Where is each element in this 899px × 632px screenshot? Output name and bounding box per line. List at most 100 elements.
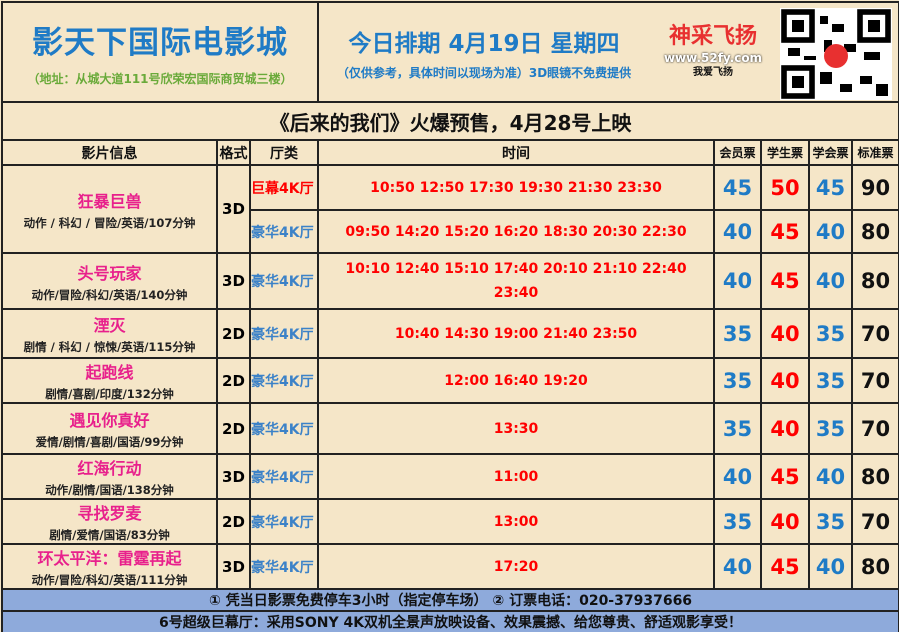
film-details: 动作/冒险/科幻/英语/111分钟 bbox=[31, 573, 188, 587]
film-title: 头号玩家 bbox=[77, 263, 142, 283]
col-time: 时间 bbox=[317, 139, 716, 166]
showtimes: 13:30 bbox=[317, 402, 716, 455]
price-society: 45 bbox=[808, 164, 854, 211]
price-society: 40 bbox=[808, 543, 854, 590]
film-format: 2D bbox=[216, 357, 251, 404]
price-society: 35 bbox=[808, 308, 854, 359]
showtimes: 10:50 12:50 17:30 19:30 21:30 23:30 bbox=[317, 164, 716, 211]
price-society: 35 bbox=[808, 402, 854, 455]
schedule-note: （仅供参考，具体时间以现场为准）3D眼镜不免费提供 bbox=[336, 65, 632, 80]
film-title: 红海行动 bbox=[77, 459, 142, 478]
price-student: 40 bbox=[760, 308, 811, 359]
film-info: 湮灭 剧情 / 科幻 / 惊悚/英语/115分钟 bbox=[1, 308, 218, 359]
price-member: 35 bbox=[713, 308, 763, 359]
showtimes: 12:00 16:40 19:20 bbox=[317, 357, 716, 404]
col-student: 学生票 bbox=[760, 139, 811, 166]
price-standard: 70 bbox=[851, 357, 899, 404]
price-standard: 70 bbox=[851, 498, 899, 545]
col-format: 格式 bbox=[216, 139, 251, 166]
price-society: 40 bbox=[808, 209, 854, 254]
film-format: 2D bbox=[216, 308, 251, 359]
film-info: 遇见你真好爱情/剧情/喜剧/国语/99分钟 bbox=[1, 402, 218, 455]
film-details: 剧情/爱情/国语/83分钟 bbox=[49, 528, 170, 542]
watermark-logo: 神采飞扬 www.52fy.com 我爱飞扬 bbox=[653, 24, 773, 80]
film-info: 头号玩家动作/冒险/科幻/英语/140分钟 bbox=[1, 252, 218, 310]
price-student: 40 bbox=[760, 357, 811, 404]
price-student: 40 bbox=[760, 498, 811, 545]
cinema-header: 影天下国际电影城 （地址：从城大道111号欣荣宏国际商贸城三楼） bbox=[0, 1, 320, 103]
table-row: 遇见你真好 爱情/剧情/喜剧/国语/99分钟 2D 豪华4K厅 13:30 35 … bbox=[1, 402, 899, 455]
film-info: 红海行动动作/剧情/国语/138分钟 bbox=[1, 453, 218, 500]
col-society: 学会票 bbox=[808, 139, 854, 166]
table-row: 湮灭 剧情 / 科幻 / 惊悚/英语/115分钟 2D 豪华4K厅 10:40 1… bbox=[1, 308, 899, 359]
price-student: 40 bbox=[760, 402, 811, 455]
film-hall: 豪华4K厅 bbox=[248, 308, 320, 359]
price-student: 45 bbox=[760, 543, 811, 590]
film-format: 3D bbox=[216, 252, 251, 310]
table-row: 起跑线 剧情/喜剧/印度/132分钟 2D 豪华4K厅 12:00 16:40 1… bbox=[1, 357, 899, 404]
film-details: 动作/剧情/国语/138分钟 bbox=[45, 483, 174, 497]
table-row: 头号玩家 动作/冒险/科幻/英语/140分钟 3D 豪华4K厅 10:10 12:… bbox=[1, 252, 899, 310]
film-format: 3D bbox=[216, 164, 251, 254]
film-title: 遇见你真好 bbox=[69, 411, 150, 430]
presale-banner: 《后来的我们》火爆预售，4月28号上映 bbox=[0, 101, 899, 141]
table-row: 豪华4K厅 09:50 14:20 15:20 16:20 18:30 20:3… bbox=[2, 209, 899, 254]
col-info: 影片信息 bbox=[1, 139, 218, 166]
price-standard: 80 bbox=[851, 453, 899, 500]
film-hall: 豪华4K厅 bbox=[248, 357, 320, 404]
showtimes: 11:00 bbox=[317, 453, 716, 500]
table-row: 环太平洋：雷霆再起动作/冒险/科幻/英语/111分钟 3D 豪华4K厅 17:2… bbox=[1, 543, 899, 590]
showtimes: 17:20 bbox=[317, 543, 716, 590]
cinema-address: （地址：从城大道111号欣荣宏国际商贸城三楼） bbox=[27, 72, 293, 86]
film-info: 环太平洋：雷霆再起动作/冒险/科幻/英语/111分钟 bbox=[1, 543, 218, 590]
price-society: 40 bbox=[808, 252, 854, 310]
film-format: 2D bbox=[216, 498, 251, 545]
price-student: 45 bbox=[760, 252, 811, 310]
price-student: 45 bbox=[760, 209, 811, 254]
film-format: 3D bbox=[216, 543, 251, 590]
film-hall: 豪华4K厅 bbox=[248, 543, 320, 590]
price-student: 45 bbox=[760, 453, 811, 500]
price-member: 35 bbox=[713, 357, 763, 404]
film-details: 动作 / 科幻 / 冒险/英语/107分钟 bbox=[23, 215, 196, 230]
date-header-content: 今日排期 4月19日 星期四 （仅供参考，具体时间以现场为准）3D眼镜不免费提供… bbox=[320, 4, 897, 100]
film-title: 湮灭 bbox=[93, 316, 126, 335]
table-row: 红海行动 动作/剧情/国语/138分钟 3D 豪华4K厅 11:00 40 45 … bbox=[1, 453, 899, 500]
film-title: 寻找罗麦 bbox=[77, 504, 142, 523]
showtimes: 10:40 14:30 19:00 21:40 23:50 bbox=[317, 308, 716, 359]
price-member: 40 bbox=[713, 209, 763, 254]
film-details: 剧情/喜剧/印度/132分钟 bbox=[45, 387, 174, 401]
date-text-block: 今日排期 4月19日 星期四 （仅供参考，具体时间以现场为准）3D眼镜不免费提供 bbox=[320, 24, 649, 81]
col-member: 会员票 bbox=[713, 139, 763, 166]
film-title: 环太平洋：雷霆再起 bbox=[37, 549, 182, 568]
watermark-brand: 神采飞扬 bbox=[669, 24, 758, 49]
film-title: 狂暴巨兽 bbox=[77, 191, 142, 211]
col-hall: 厅类 bbox=[248, 139, 320, 166]
qr-code-icon bbox=[780, 8, 893, 100]
price-member: 35 bbox=[713, 498, 763, 545]
film-format: 3D bbox=[216, 453, 251, 500]
price-standard: 80 bbox=[851, 209, 899, 254]
showtimes: 13:00 bbox=[317, 498, 716, 545]
price-member: 40 bbox=[713, 543, 763, 590]
date-header: 今日排期 4月19日 星期四 （仅供参考，具体时间以现场为准）3D眼镜不免费提供… bbox=[317, 1, 899, 103]
footer-parking-phone: ① 凭当日影票免费停车3小时（指定停车场） ② 订票电话：020-3793766… bbox=[0, 588, 899, 612]
column-header-row: 影片信息 格式 厅类 时间 会员票 学生票 学会票 标准票 bbox=[1, 139, 899, 166]
footer-imax-note: 6号超级巨幕厅：采用SONY 4K双机全景声放映设备、效果震撼、给您尊贵、舒适观… bbox=[0, 610, 899, 632]
today-date: 今日排期 4月19日 星期四 bbox=[348, 30, 620, 57]
film-hall: 豪华4K厅 bbox=[248, 453, 320, 500]
price-member: 40 bbox=[713, 252, 763, 310]
price-member: 35 bbox=[713, 402, 763, 455]
film-details: 爱情/剧情/喜剧/国语/99分钟 bbox=[35, 435, 184, 449]
film-info: 狂暴巨兽动作 / 科幻 / 冒险/英语/107分钟 bbox=[1, 164, 218, 254]
price-standard: 80 bbox=[851, 543, 899, 590]
table-row: 寻找罗麦 剧情/爱情/国语/83分钟 2D 豪华4K厅 13:00 35 40 3… bbox=[1, 498, 899, 545]
price-standard: 80 bbox=[851, 252, 899, 310]
price-standard: 70 bbox=[851, 308, 899, 359]
film-details: 动作/冒险/科幻/英语/140分钟 bbox=[31, 287, 188, 302]
film-info: 寻找罗麦剧情/爱情/国语/83分钟 bbox=[1, 498, 218, 545]
price-student: 50 bbox=[760, 164, 811, 211]
film-info: 起跑线 剧情/喜剧/印度/132分钟 bbox=[1, 357, 218, 404]
